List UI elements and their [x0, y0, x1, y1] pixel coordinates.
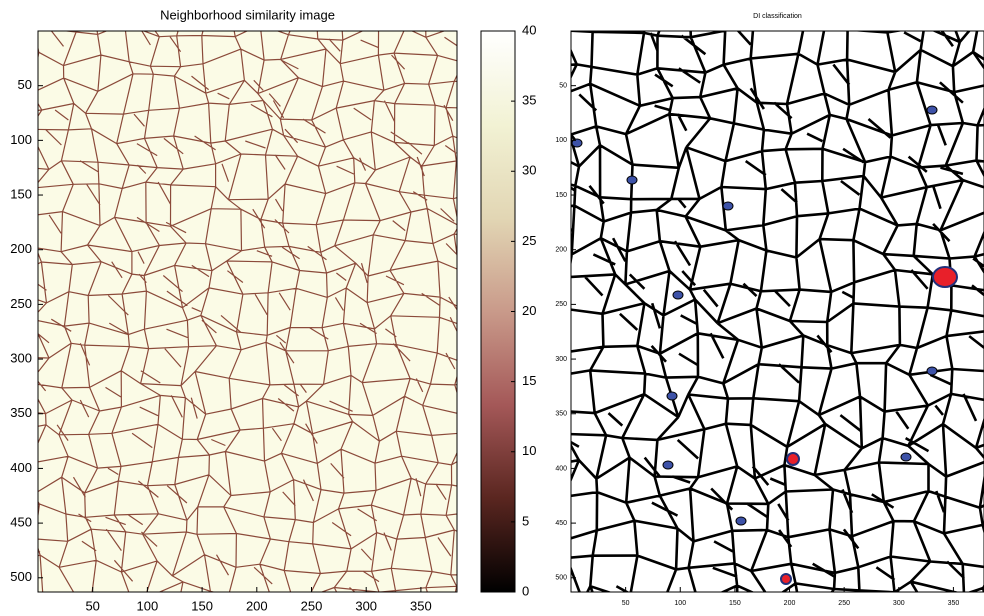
x-tick-label: 250 — [301, 598, 323, 613]
y-tick-label: 100 — [555, 137, 567, 144]
grain-boundaries — [38, 31, 457, 592]
x-tick-label: 50 — [85, 598, 99, 613]
blob — [662, 460, 674, 470]
x-tick-label: 350 — [410, 598, 432, 613]
chart-title: DI classification — [753, 13, 802, 20]
axes-frame — [570, 30, 984, 593]
x-tick-label: 350 — [948, 600, 960, 607]
chart-title: Neighborhood similarity image — [160, 7, 335, 22]
blob — [926, 105, 938, 115]
blob — [666, 391, 678, 401]
y-tick-label: 200 — [555, 247, 567, 254]
blob — [735, 516, 747, 526]
x-tick-label: 300 — [893, 600, 905, 607]
colorbar-tick-label: 5 — [522, 513, 529, 528]
x-tick-label: 200 — [784, 600, 796, 607]
colorbar-tick-label: 15 — [522, 373, 536, 388]
blob — [786, 452, 800, 466]
y-tick-label: 250 — [555, 301, 567, 308]
y-tick-label: 400 — [555, 465, 567, 472]
blob — [926, 366, 938, 376]
blob — [900, 452, 912, 462]
y-tick-label: 400 — [10, 460, 32, 475]
x-tick-label: 50 — [622, 600, 630, 607]
y-tick-label: 350 — [10, 405, 32, 420]
x-tick-label: 150 — [729, 600, 741, 607]
y-tick-label: 350 — [555, 411, 567, 418]
image-background — [38, 31, 457, 592]
x-tick-label: 150 — [191, 598, 213, 613]
axes-frame — [37, 30, 458, 593]
y-tick-label: 200 — [10, 241, 32, 256]
grain-boundaries — [571, 31, 984, 592]
blob — [626, 175, 638, 185]
blob — [571, 138, 583, 148]
colorbar-tick-label: 35 — [522, 93, 536, 108]
blob — [722, 201, 734, 211]
y-tick-label: 100 — [10, 132, 32, 147]
x-tick-label: 100 — [674, 600, 686, 607]
y-tick-label: 250 — [10, 296, 32, 311]
x-tick-label: 100 — [137, 598, 159, 613]
grain-image — [571, 31, 984, 592]
y-tick-label: 50 — [18, 77, 32, 92]
image-background — [571, 31, 984, 592]
y-tick-label: 300 — [10, 351, 32, 366]
x-tick-label: 300 — [355, 598, 377, 613]
y-tick-label: 500 — [555, 575, 567, 582]
y-tick-label: 150 — [555, 192, 567, 199]
colorbar-tick-label: 40 — [522, 22, 536, 37]
blob — [780, 573, 792, 585]
y-tick-label: 500 — [10, 569, 32, 584]
blob — [932, 266, 958, 288]
y-tick-label: 450 — [10, 515, 32, 530]
x-tick-label: 200 — [246, 598, 268, 613]
colorbar — [480, 30, 516, 593]
colorbar-tick-label: 10 — [522, 443, 536, 458]
y-tick-label: 450 — [555, 520, 567, 527]
y-tick-label: 300 — [555, 356, 567, 363]
x-tick-label: 250 — [838, 600, 850, 607]
y-tick-label: 150 — [10, 186, 32, 201]
colorbar-tick-label: 20 — [522, 303, 536, 318]
colorbar-tick-label: 0 — [522, 583, 529, 598]
grain-image — [38, 31, 457, 592]
colorbar-tick-label: 30 — [522, 163, 536, 178]
colorbar-tick-label: 25 — [522, 233, 536, 248]
y-tick-label: 50 — [559, 83, 567, 90]
blob — [672, 290, 684, 300]
